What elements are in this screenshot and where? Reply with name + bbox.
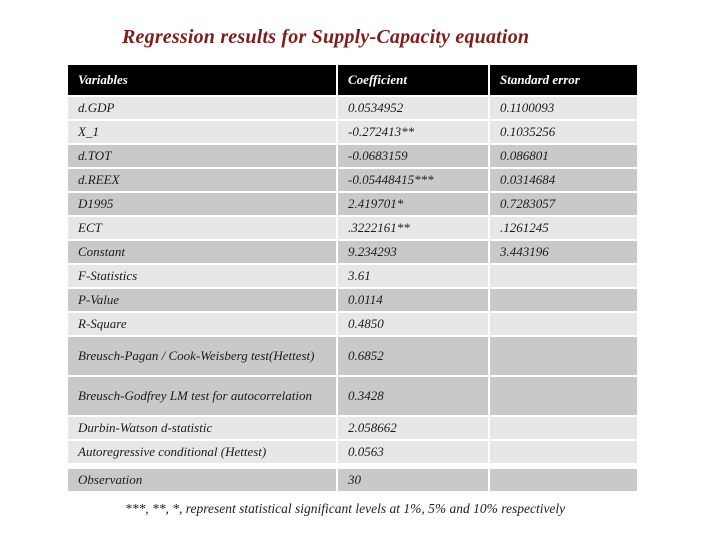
table-row: D1995 2.419701* 0.7283057	[68, 193, 637, 215]
coefficient-cell: 2.058662	[338, 417, 488, 439]
coefficient-cell: 0.4850	[338, 313, 488, 335]
table-row: Autoregressive conditional (Hettest) 0.05…	[68, 441, 637, 463]
variable-cell: Breusch-Pagan / Cook-Weisberg test(Hette…	[68, 337, 336, 375]
coefficient-cell: 2.419701*	[338, 193, 488, 215]
std-error-cell	[490, 289, 637, 311]
std-error-cell: .1261245	[490, 217, 637, 239]
table-row: d.GDP 0.0534952 0.1100093	[68, 97, 637, 119]
table-row: F-Statistics 3.61	[68, 265, 637, 287]
coefficient-cell: 9.234293	[338, 241, 488, 263]
coefficient-cell: 0.0534952	[338, 97, 488, 119]
page-title: Regression results for Supply-Capacity e…	[122, 26, 530, 48]
column-header-standard-error: Standard error	[490, 65, 637, 95]
variable-cell: d.GDP	[68, 97, 336, 119]
table-row: Breusch-Pagan / Cook-Weisberg test(Hette…	[68, 337, 637, 375]
std-error-cell: 3.443196	[490, 241, 637, 263]
coefficient-cell: .3222161**	[338, 217, 488, 239]
variable-cell: Autoregressive conditional (Hettest)	[68, 441, 336, 463]
coefficient-cell: -0.05448415***	[338, 169, 488, 191]
std-error-cell: 0.1035256	[490, 121, 637, 143]
table-row: P-Value 0.0114	[68, 289, 637, 311]
variable-cell: Durbin-Watson d-statistic	[68, 417, 336, 439]
variable-cell: F-Statistics	[68, 265, 336, 287]
table-header-row: Variables Coefficient Standard error	[68, 65, 637, 95]
std-error-cell: 0.7283057	[490, 193, 637, 215]
coefficient-cell: 3.61	[338, 265, 488, 287]
std-error-cell: 0.086801	[490, 145, 637, 167]
coefficient-cell: -0.272413**	[338, 121, 488, 143]
table-row: Constant 9.234293 3.443196	[68, 241, 637, 263]
variable-cell: D1995	[68, 193, 336, 215]
variable-cell: Observation	[68, 469, 336, 491]
std-error-cell	[490, 469, 637, 491]
std-error-cell	[490, 417, 637, 439]
variable-cell: d.REEX	[68, 169, 336, 191]
table-row: d.TOT -0.0683159 0.086801	[68, 145, 637, 167]
coefficient-cell: -0.0683159	[338, 145, 488, 167]
std-error-cell	[490, 441, 637, 463]
column-header-coefficient: Coefficient	[338, 65, 488, 95]
table-row: Breusch-Godfrey LM test for autocorrelat…	[68, 377, 637, 415]
variable-cell: d.TOT	[68, 145, 336, 167]
regression-results-table: Variables Coefficient Standard error d.G…	[68, 65, 637, 491]
variable-cell: X_1	[68, 121, 336, 143]
coefficient-cell: 0.3428	[338, 377, 488, 415]
table-row: Observation 30	[68, 469, 637, 491]
std-error-cell: 0.1100093	[490, 97, 637, 119]
column-header-variables: Variables	[68, 65, 336, 95]
table-row: R-Square 0.4850	[68, 313, 637, 335]
significance-footnote: ***, **, *, represent statistical signif…	[125, 501, 566, 516]
table-body: d.GDP 0.0534952 0.1100093 X_1 -0.272413** 0.1…	[68, 97, 637, 491]
variable-cell: Constant	[68, 241, 336, 263]
std-error-cell	[490, 337, 637, 375]
coefficient-cell: 0.6852	[338, 337, 488, 375]
table-row: ECT .3222161** .1261245	[68, 217, 637, 239]
std-error-cell	[490, 313, 637, 335]
std-error-cell	[490, 265, 637, 287]
table-row: d.REEX -0.05448415*** 0.0314684	[68, 169, 637, 191]
variable-cell: P-Value	[68, 289, 336, 311]
table-row: X_1 -0.272413** 0.1035256	[68, 121, 637, 143]
variable-cell: ECT	[68, 217, 336, 239]
coefficient-cell: 30	[338, 469, 488, 491]
variable-cell: Breusch-Godfrey LM test for autocorrelat…	[68, 377, 336, 415]
coefficient-cell: 0.0563	[338, 441, 488, 463]
std-error-cell	[490, 377, 637, 415]
table-row: Durbin-Watson d-statistic 2.058662	[68, 417, 637, 439]
coefficient-cell: 0.0114	[338, 289, 488, 311]
std-error-cell: 0.0314684	[490, 169, 637, 191]
variable-cell: R-Square	[68, 313, 336, 335]
